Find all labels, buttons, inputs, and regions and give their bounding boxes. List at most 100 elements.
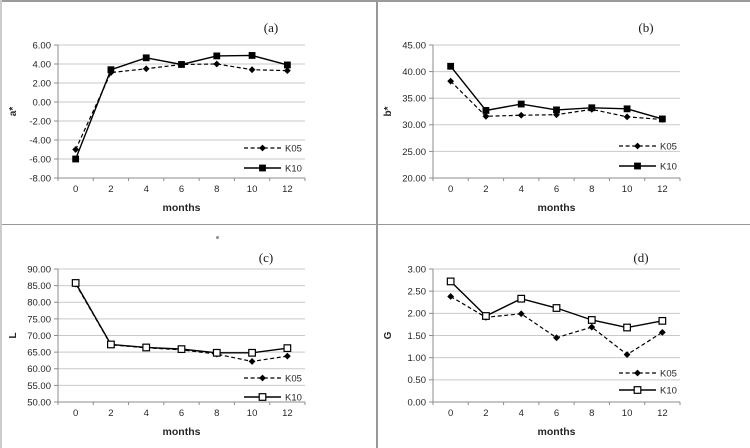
x-tick-label: 0 — [73, 184, 78, 195]
x-tick-label: 4 — [144, 184, 149, 195]
x-axis-title: months — [163, 426, 201, 438]
gridlines — [54, 44, 305, 179]
chart-panel-d: 3.00 2.50 2.00 1.50 1.00 0.50 0.00 0 2 4 6 8 10 12 K05… — [375, 224, 750, 448]
stray-dot-artifact — [216, 236, 219, 239]
y-tick-label: 75.00 — [27, 314, 51, 325]
marker-diamond — [447, 77, 455, 85]
marker-diamond — [623, 113, 631, 121]
x-tick-label: 6 — [179, 184, 184, 195]
y-tick-label: 0.00 — [408, 397, 427, 408]
marker-square-open — [658, 316, 667, 325]
series-K05 — [447, 77, 666, 123]
y-axis-title: a* — [8, 107, 19, 117]
marker-diamond — [658, 328, 666, 336]
legend: K05 K10 — [619, 368, 677, 396]
marker-square-open — [212, 348, 221, 357]
marker-square-filled — [553, 106, 560, 114]
series-K10 — [72, 52, 291, 163]
chart-panel-b: 45.00 40.00 35.00 30.00 25.00 20.00 0 2 4 6 8 10 12 K… — [375, 0, 750, 224]
x-tick-label: 10 — [247, 408, 258, 419]
x-tick-label: 12 — [282, 408, 293, 419]
marker-square-open — [142, 343, 151, 352]
y-tick-label: 2.50 — [408, 287, 427, 298]
y-tick-label: -8.00 — [29, 173, 51, 184]
x-tick-label: 10 — [622, 184, 633, 195]
marker-square-open — [552, 304, 561, 312]
x-tick-label: 0 — [448, 408, 453, 419]
marker-square-filled — [482, 107, 490, 114]
marker-square-filled — [623, 105, 631, 113]
marker-square-filled — [72, 155, 80, 163]
legend-label-K10: K10 — [285, 163, 302, 174]
y-tick-label: 90.00 — [27, 264, 51, 275]
x-tick-label: 12 — [657, 408, 668, 419]
marker-diamond — [588, 323, 596, 331]
marker-square-filled — [634, 162, 641, 170]
marker-square-filled — [588, 104, 596, 112]
marker-square-filled — [447, 62, 455, 70]
legend: K05 K10 — [244, 143, 302, 174]
chart-panel-c: 90.00 85.00 80.00 75.00 70.00 65.00 60.00 55.00… — [0, 224, 375, 448]
marker-square-filled — [259, 164, 266, 172]
chart-panel-a: 6.00 4.00 2.00 0.00 -2.00 -4.00 -6.00 -8.00 0 2 4 6… — [0, 0, 375, 224]
marker-square-open — [633, 386, 642, 394]
y-tick-label: -4.00 — [29, 135, 51, 146]
marker-square-open — [623, 323, 631, 332]
series-K10 — [71, 279, 292, 357]
marker-square-filled — [248, 52, 256, 59]
y-tick-label: 4.00 — [33, 59, 52, 70]
marker-square-filled — [178, 61, 185, 68]
x-tick-label: 6 — [179, 408, 184, 419]
marker-diamond — [553, 111, 560, 119]
x-tick-label: 6 — [554, 184, 559, 195]
marker-square-open — [482, 312, 490, 320]
y-tick-label: 80.00 — [27, 298, 51, 309]
marker-diamond — [248, 66, 256, 74]
chart-canvas-c: 90.00 85.00 80.00 75.00 70.00 65.00 60.00 55.00… — [8, 250, 306, 438]
marker-diamond — [142, 65, 150, 73]
y-tick-label: 65.00 — [27, 348, 51, 359]
x-axis-title: months — [538, 426, 576, 438]
marker-diamond — [283, 352, 291, 360]
y-tick-label: 85.00 — [27, 281, 51, 292]
y-tick-label: 60.00 — [27, 364, 51, 375]
x-axis-title: months — [538, 202, 576, 214]
marker-square-open — [258, 393, 267, 401]
y-axis-title: G — [383, 331, 394, 339]
marker-diamond — [517, 111, 525, 119]
y-tick-label: 3.00 — [408, 264, 427, 275]
marker-square-open — [177, 345, 186, 354]
y-axis-tick-labels: 90.00 85.00 80.00 75.00 70.00 65.00 60.00 55.00… — [27, 264, 51, 408]
y-tick-label: 45.00 — [402, 40, 426, 51]
marker-square-filled — [283, 61, 291, 69]
marker-square-filled — [658, 115, 666, 123]
marker-square-filled — [517, 100, 525, 108]
legend-label-K10: K10 — [660, 161, 677, 172]
x-tick-label: 8 — [214, 408, 219, 419]
marker-square-open — [248, 348, 256, 357]
y-tick-label: 6.00 — [33, 40, 52, 51]
x-tick-label: 0 — [73, 408, 78, 419]
panel-letter-label: (a) — [264, 20, 278, 35]
legend-label-K05: K05 — [660, 141, 677, 152]
y-tick-label: 0.50 — [408, 375, 427, 386]
legend-label-K05: K05 — [285, 373, 302, 384]
marker-square-filled — [142, 54, 150, 62]
gridlines — [429, 268, 680, 403]
x-tick-label: 4 — [144, 408, 149, 419]
grid-divider-horizontal — [0, 223, 750, 226]
legend: K05 K10 — [244, 373, 302, 403]
y-tick-label: 2.00 — [408, 309, 427, 320]
y-axis-tick-labels: 6.00 4.00 2.00 0.00 -2.00 -4.00 -6.00 -8.00 — [29, 40, 51, 184]
legend-label-K05: K05 — [660, 368, 677, 379]
series-K05 — [72, 60, 291, 153]
x-tick-label: 2 — [108, 184, 113, 195]
marker-square-open — [587, 316, 596, 324]
x-tick-label: 6 — [554, 408, 559, 419]
x-tick-label: 8 — [589, 184, 594, 195]
x-tick-label: 2 — [483, 184, 488, 195]
x-tick-label: 8 — [214, 184, 219, 195]
y-axis-tick-labels: 45.00 40.00 35.00 30.00 25.00 20.00 — [402, 40, 426, 184]
gridlines — [429, 44, 680, 179]
marker-diamond — [259, 374, 266, 382]
